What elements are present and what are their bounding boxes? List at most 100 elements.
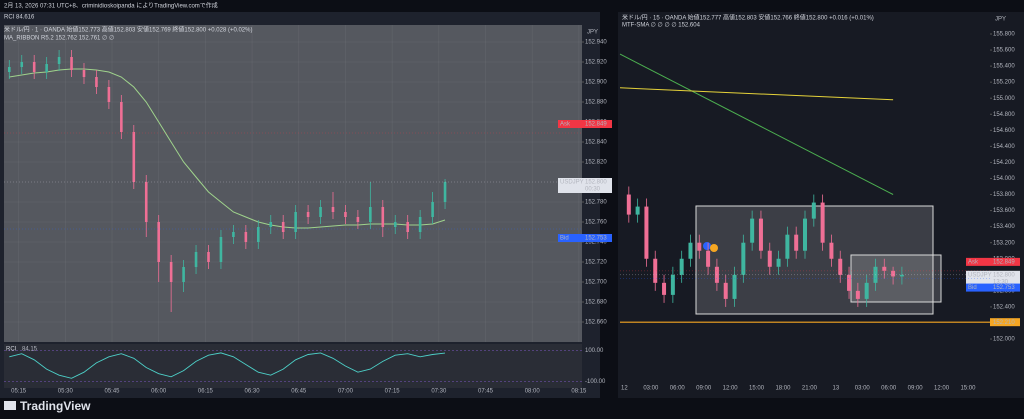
- price-tag-label: 152.210: [993, 320, 1015, 326]
- logo-mark: [4, 401, 16, 410]
- candle-body: [82, 70, 86, 77]
- symbol-title: 米ドル/円 · 15 · OANDA 始値152.777 高値152.803 安…: [622, 14, 874, 22]
- candle-body: [70, 57, 73, 70]
- event-icon[interactable]: [710, 244, 718, 252]
- y-tick-label: 155.600: [993, 48, 1015, 54]
- x-tick-label: 08:15: [571, 389, 587, 395]
- price-tag: [966, 283, 1020, 292]
- y-tick-label: 155.400: [993, 64, 1015, 70]
- y-tick-label: 152.000: [993, 337, 1015, 343]
- price-tag: [966, 270, 1020, 286]
- candle-body: [182, 267, 185, 282]
- x-tick-label: 06:15: [198, 389, 214, 395]
- y-tick-label: 152.820: [585, 160, 607, 166]
- candle-body: [767, 250, 772, 267]
- candle-body: [431, 202, 434, 217]
- moving-average: [619, 53, 894, 195]
- y-tick-label: 154.800: [993, 112, 1015, 118]
- candle-body: [232, 232, 235, 237]
- y-tick-label: 152.780: [585, 200, 607, 206]
- x-tick-label: 12:00: [934, 386, 950, 392]
- y-tick-label: 153.600: [993, 208, 1015, 214]
- y-tick-label: 152.880: [585, 100, 607, 106]
- currency-label: JPY: [587, 30, 598, 36]
- price-tag-label: 152.849: [993, 259, 1015, 265]
- candle-body: [369, 207, 372, 222]
- y-tick-label: 152.680: [585, 300, 607, 306]
- y-tick-label: 152.900: [585, 80, 607, 86]
- x-tick-label: 06:30: [245, 389, 261, 395]
- price-tag-label: 152.800: [585, 180, 607, 186]
- x-tick-label: 07:00: [338, 389, 354, 395]
- moving-average: [619, 87, 894, 101]
- candle-body: [381, 207, 385, 227]
- price-tag-label: 152.800: [993, 272, 1015, 278]
- price-tag-name: USDJPY: [968, 272, 992, 278]
- y-tick-label: -100.00: [585, 379, 606, 385]
- y-tick-label: 153.800: [993, 192, 1015, 198]
- candle-body: [644, 206, 649, 259]
- price-tag-name: USDJPY: [560, 180, 584, 186]
- caption: 2月 13, 2026 07:31 UTC+8、criminidioskoipa…: [4, 2, 218, 10]
- candle-body: [157, 222, 160, 262]
- candle-body: [706, 250, 711, 267]
- candle-body: [899, 274, 904, 277]
- x-tick-label: 15:00: [749, 386, 765, 392]
- candle-body: [697, 242, 702, 251]
- y-tick-label: 154.600: [993, 128, 1015, 134]
- candle-body: [794, 234, 799, 251]
- price-tag-name: Ask: [968, 259, 979, 265]
- symbol-title: 米ドル/円 · 1 · OANDA 始値152.773 高値152.803 安値…: [4, 26, 252, 34]
- candle-body: [393, 222, 397, 227]
- candle-body: [776, 258, 781, 267]
- price-tag-name: Ask: [560, 122, 571, 128]
- rci-value: 84.15: [22, 347, 38, 353]
- rci-title: RCI: [6, 347, 17, 353]
- candle-body: [864, 282, 869, 299]
- candle-body: [319, 207, 322, 217]
- candle-body: [653, 258, 658, 283]
- candle-body: [688, 242, 693, 259]
- x-tick-label: 05:45: [104, 389, 120, 395]
- x-tick-label: 05:15: [11, 389, 27, 395]
- y-tick-label: 152.660: [585, 320, 607, 326]
- candle-body: [344, 212, 347, 217]
- x-tick-label: 18:00: [775, 386, 791, 392]
- candle-body: [838, 258, 843, 275]
- y-tick-label: 155.000: [993, 96, 1015, 102]
- event-icon[interactable]: [703, 242, 711, 250]
- candle-body: [758, 218, 763, 251]
- x-tick-label: 06:00: [881, 386, 897, 392]
- x-tick-label: 09:00: [908, 386, 924, 392]
- candle-body: [891, 270, 896, 277]
- indicator-legend: MTF-SMA ∅ ∅ ∅ ∅ 152.604: [622, 22, 701, 29]
- candle-body: [132, 132, 136, 182]
- y-tick-label: 154.200: [993, 160, 1015, 166]
- candle-body: [207, 252, 210, 262]
- price-tag-label: 152.849: [585, 122, 607, 128]
- x-tick-label: 06:45: [291, 389, 307, 395]
- candle-body: [57, 57, 61, 64]
- x-tick-label: 15:00: [960, 386, 976, 392]
- x-tick-label: 03:00: [643, 386, 659, 392]
- x-tick-label: 08:00: [525, 389, 541, 395]
- candle-body: [107, 87, 111, 102]
- price-tag: [558, 178, 612, 193]
- price-tag-name: Bid: [968, 285, 977, 291]
- candle-body: [120, 102, 123, 132]
- candle-body: [20, 62, 24, 67]
- candle-body: [32, 62, 36, 72]
- candle-body: [144, 182, 148, 222]
- candle-body: [670, 274, 675, 295]
- candle-body: [418, 217, 422, 232]
- x-tick-label: 05:30: [58, 389, 74, 395]
- rci-line: [9, 352, 446, 379]
- price-tag-name: Bid: [560, 236, 569, 242]
- price-tag-label: 152.753: [585, 236, 607, 242]
- countdown: 00:30: [585, 187, 601, 193]
- y-tick-label: 153.200: [993, 240, 1015, 246]
- x-tick-label: 06:00: [151, 389, 167, 395]
- price-tag: [558, 120, 612, 128]
- y-tick-label: 152.720: [585, 260, 607, 266]
